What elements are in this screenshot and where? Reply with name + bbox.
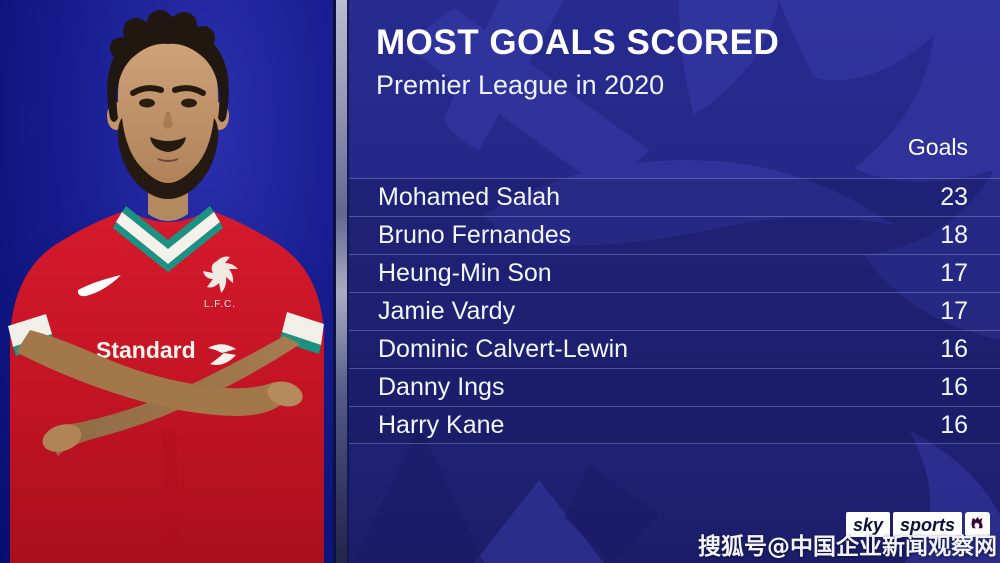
page-title: MOST GOALS SCORED [376,23,780,62]
nike-swoosh-icon [77,275,121,297]
player-name: Bruno Fernandes [378,221,572,249]
goals-value: 18 [940,221,968,249]
player-photo: L.F.C. Standard [0,0,333,563]
table-row: Harry Kane 16 [349,406,1000,444]
goals-table: Mohamed Salah 23 Bruno Fernandes 18 Heun… [349,178,1000,444]
premier-league-lion-icon [965,512,990,537]
goals-value: 16 [940,373,968,401]
liverpool-crest-icon: L.F.C. [203,256,238,310]
player-name: Dominic Calvert-Lewin [378,335,629,363]
player-name: Jamie Vardy [378,297,516,325]
player-name: Heung-Min Son [378,259,552,287]
goals-column-header: Goals [907,134,968,160]
goals-value: 16 [940,335,968,363]
table-row: Bruno Fernandes 18 [349,216,1000,254]
table-row: Jamie Vardy 17 [349,292,1000,330]
player-name: Harry Kane [378,410,505,439]
player-name: Mohamed Salah [378,183,561,211]
crest-text: L.F.C. [204,299,236,310]
sports-logo-text: sports [892,512,962,537]
standard-chartered-icon [208,344,236,365]
table-row: Heung-Min Son 17 [349,254,1000,292]
goals-value: 17 [940,297,968,325]
table-row: Mohamed Salah 23 [349,178,1000,216]
shirt-sponsor-text: Standard [96,337,196,363]
panel-divider [333,0,349,563]
goals-value: 17 [940,259,968,287]
stats-panel: MOST GOALS SCORED Premier League in 2020… [349,0,1000,563]
player-name: Danny Ings [378,373,505,401]
goals-value: 23 [940,183,968,211]
sky-logo-text: sky [845,512,890,537]
player-illustration: L.F.C. Standard [8,10,324,563]
table-row: Dominic Calvert-Lewin 16 [349,330,1000,368]
goals-value: 16 [940,410,968,439]
sky-sports-logo: sky sports [845,512,990,537]
table-row: Danny Ings 16 [349,368,1000,406]
site-watermark: 搜狐号@中国企业新闻观察网 [698,534,997,560]
page-subtitle: Premier League in 2020 [376,70,665,100]
premier-league-lion-watermark [354,0,1000,563]
